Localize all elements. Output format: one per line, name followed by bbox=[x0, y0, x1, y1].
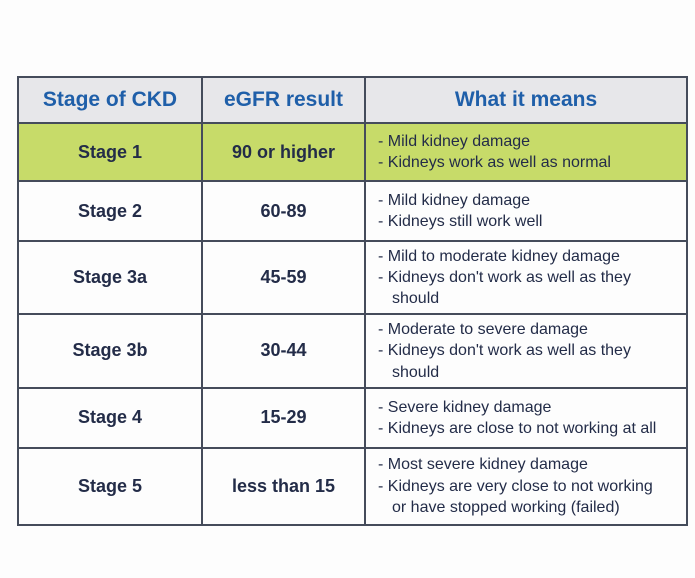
header-what-it-means: What it means bbox=[364, 76, 688, 124]
stage-cell: Stage 3b bbox=[17, 313, 203, 389]
table-body: Stage 1 90 or higher - Mild kidney damage -… bbox=[17, 122, 688, 526]
ckd-stages-table: Stage of CKD eGFR result What it means S… bbox=[17, 76, 688, 526]
meaning-line: - Kidneys don't work as well as they sho… bbox=[378, 269, 631, 308]
stage-cell: Stage 4 bbox=[17, 386, 203, 449]
egfr-cell: 30-44 bbox=[201, 313, 366, 389]
header-row: Stage of CKD eGFR result What it means bbox=[17, 76, 688, 124]
stage-cell: Stage 5 bbox=[17, 446, 203, 526]
meaning-line: - Mild to moderate kidney damage bbox=[378, 248, 620, 265]
header-egfr-result: eGFR result bbox=[201, 76, 366, 124]
table-row: Stage 5 less than 15- Most severe kidney … bbox=[17, 446, 688, 526]
meaning-cell: - Mild kidney damage - Kidneys work as we… bbox=[364, 122, 688, 182]
meaning-line: or have stopped working (failed) bbox=[392, 498, 620, 516]
header-stage-of-ckd: Stage of CKD bbox=[17, 76, 203, 124]
table-row: Stage 3a 45-59- Mild to moderate kidney d… bbox=[17, 239, 688, 316]
meaning-line: - Severe kidney damage bbox=[378, 398, 552, 416]
egfr-cell: 60-89 bbox=[201, 180, 366, 242]
meaning-line: - Most severe kidney damage bbox=[378, 456, 588, 474]
meaning-line: - Mild kidney damage bbox=[378, 132, 531, 150]
stage-cell: Stage 3a bbox=[17, 239, 203, 316]
meaning-line: - Mild kidney damage bbox=[378, 191, 531, 209]
meaning-cell: - Mild kidney damage - Kidneys still work… bbox=[364, 180, 688, 242]
meaning-line: - Kidneys are very close to not working bbox=[378, 477, 653, 495]
meaning-cell: - Moderate to severe damage - Kidneys don… bbox=[364, 313, 688, 389]
table-row: Stage 2 60-89 - Mild kidney damage - Kidney… bbox=[17, 180, 688, 242]
meaning-line: - Kidneys don't work as well as they sho… bbox=[378, 342, 631, 381]
stage-cell: Stage 2 bbox=[17, 180, 203, 242]
meaning-line: - Kidneys work as well as normal bbox=[378, 154, 611, 171]
egfr-cell: less than 15 bbox=[201, 446, 366, 526]
table-row: Stage 3b 30-44- Moderate to severe damage… bbox=[17, 313, 688, 389]
table-row: Stage 1 90 or higher - Mild kidney damage -… bbox=[17, 122, 688, 182]
meaning-line: - Kidneys are close to not working at al… bbox=[378, 419, 657, 437]
egfr-cell: 15-29 bbox=[201, 386, 366, 449]
meaning-cell: - Most severe kidney damage - Kidneys are… bbox=[364, 446, 688, 526]
table-row: Stage 4 15-29 - Severe kidney damage - Kidn… bbox=[17, 386, 688, 449]
meaning-line: - Moderate to severe damage bbox=[378, 321, 588, 339]
meaning-line: - Kidneys still work well bbox=[378, 213, 543, 230]
meaning-cell: - Severe kidney damage - Kidneys are clos… bbox=[364, 386, 688, 449]
meaning-cell: - Mild to moderate kidney damage - Kidney… bbox=[364, 239, 688, 316]
table-header: Stage of CKD eGFR result What it means bbox=[17, 76, 688, 124]
stage-cell: Stage 1 bbox=[17, 122, 203, 182]
egfr-cell: 45-59 bbox=[201, 239, 366, 316]
egfr-cell: 90 or higher bbox=[201, 122, 366, 182]
